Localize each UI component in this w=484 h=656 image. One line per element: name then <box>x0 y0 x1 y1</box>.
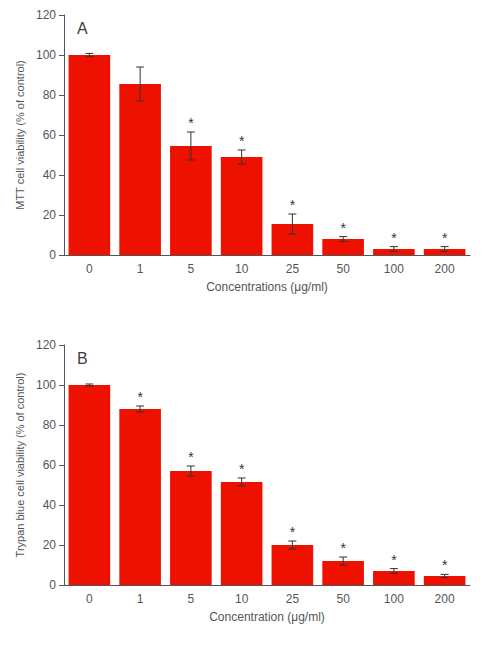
svg-text:B: B <box>77 350 88 367</box>
svg-text:120: 120 <box>36 8 56 22</box>
svg-text:*: * <box>340 220 346 236</box>
svg-text:0: 0 <box>86 262 93 276</box>
svg-text:*: * <box>340 540 346 556</box>
svg-text:200: 200 <box>435 592 455 606</box>
svg-text:80: 80 <box>43 88 57 102</box>
svg-text:0: 0 <box>49 248 56 262</box>
svg-text:1: 1 <box>137 262 144 276</box>
svg-text:50: 50 <box>336 592 350 606</box>
svg-text:20: 20 <box>43 208 57 222</box>
svg-text:MTT cell viability (% of contr: MTT cell viability (% of control) <box>14 60 26 210</box>
svg-text:10: 10 <box>235 592 249 606</box>
svg-text:60: 60 <box>43 458 57 472</box>
svg-text:10: 10 <box>235 262 249 276</box>
svg-text:1: 1 <box>137 592 144 606</box>
svg-text:5: 5 <box>188 262 195 276</box>
svg-text:25: 25 <box>286 262 300 276</box>
svg-text:100: 100 <box>384 592 404 606</box>
svg-text:40: 40 <box>43 498 57 512</box>
svg-text:Concentration (μg/ml): Concentration (μg/ml) <box>209 610 325 624</box>
svg-text:40: 40 <box>43 168 57 182</box>
svg-text:*: * <box>239 133 245 149</box>
svg-text:100: 100 <box>384 262 404 276</box>
svg-text:Trypan blue cell viability (%: Trypan blue cell viability (% of control… <box>14 373 26 558</box>
svg-text:0: 0 <box>49 578 56 592</box>
svg-text:20: 20 <box>43 538 57 552</box>
svg-text:5: 5 <box>188 592 195 606</box>
svg-text:*: * <box>137 389 143 405</box>
svg-text:0: 0 <box>86 592 93 606</box>
svg-text:*: * <box>442 230 448 246</box>
svg-text:120: 120 <box>36 338 56 352</box>
svg-text:100: 100 <box>36 48 56 62</box>
svg-text:200: 200 <box>435 262 455 276</box>
svg-text:60: 60 <box>43 128 57 142</box>
svg-text:*: * <box>442 557 448 573</box>
svg-text:50: 50 <box>336 262 350 276</box>
svg-text:25: 25 <box>286 592 300 606</box>
svg-text:*: * <box>188 115 194 131</box>
svg-text:100: 100 <box>36 378 56 392</box>
svg-text:Concentrations (μg/ml): Concentrations (μg/ml) <box>206 280 328 294</box>
svg-text:*: * <box>290 197 296 213</box>
svg-text:*: * <box>239 461 245 477</box>
svg-text:*: * <box>391 552 397 568</box>
svg-text:*: * <box>188 449 194 465</box>
svg-text:*: * <box>290 524 296 540</box>
svg-text:A: A <box>77 20 88 37</box>
svg-text:80: 80 <box>43 418 57 432</box>
svg-text:*: * <box>391 230 397 246</box>
